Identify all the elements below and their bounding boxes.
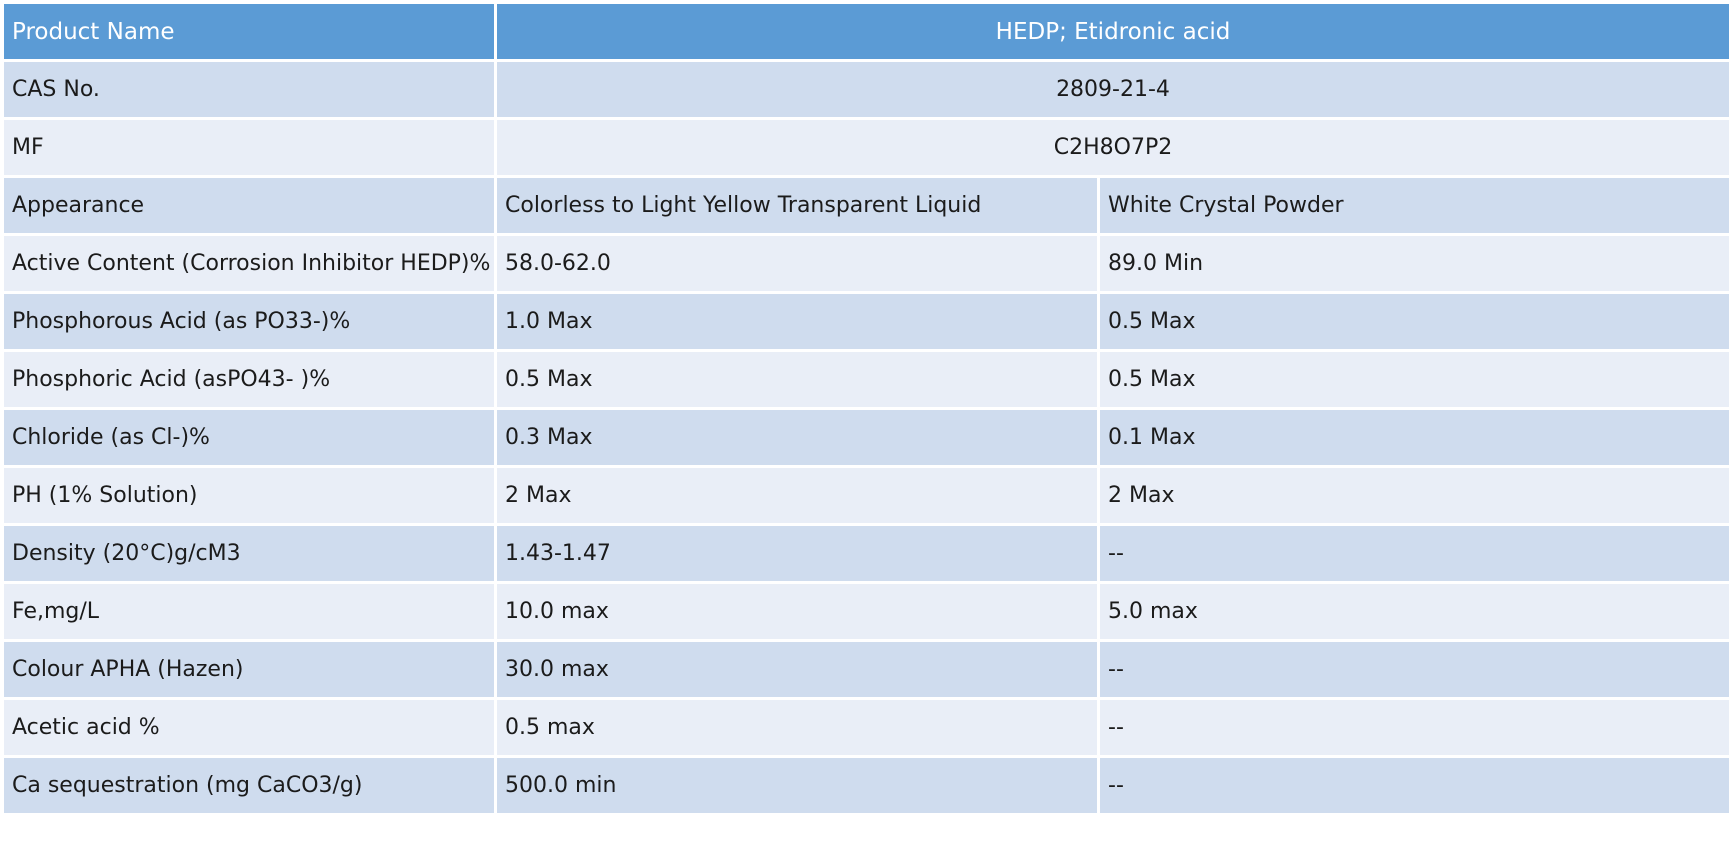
liquid-value: Colorless to Light Yellow Transparent Li… — [494, 175, 1100, 236]
table-row: Density (20°C)g/cM3 1.43-1.47 -- — [1, 523, 1731, 584]
row-label: MF — [1, 117, 497, 178]
powder-value: 0.5 Max — [1097, 291, 1731, 352]
table-row: MF C2H8O7P2 — [1, 117, 1731, 178]
row-label: CAS No. — [1, 59, 497, 120]
row-label: Colour APHA (Hazen) — [1, 639, 497, 700]
table-row: Appearance Colorless to Light Yellow Tra… — [1, 175, 1731, 236]
liquid-value: 500.0 min — [494, 755, 1100, 816]
header-label: Product Name — [1, 1, 497, 62]
liquid-value: 1.0 Max — [494, 291, 1100, 352]
liquid-value: 0.3 Max — [494, 407, 1100, 468]
powder-value: White Crystal Powder — [1097, 175, 1731, 236]
row-label: Acetic acid % — [1, 697, 497, 758]
header-product-name: HEDP; Etidronic acid — [494, 1, 1731, 62]
row-value: 2809-21-4 — [494, 59, 1731, 120]
spec-table: Product Name HEDP; Etidronic acid CAS No… — [1, 1, 1731, 816]
table-row: Phosphoric Acid (asPO43- )% 0.5 Max 0.5 … — [1, 349, 1731, 410]
header-row: Product Name HEDP; Etidronic acid — [1, 1, 1731, 62]
powder-value: -- — [1097, 639, 1731, 700]
table-row: Ca sequestration (mg CaCO3/g) 500.0 min … — [1, 755, 1731, 816]
table-row: Chloride (as Cl-)% 0.3 Max 0.1 Max — [1, 407, 1731, 468]
powder-value: 0.5 Max — [1097, 349, 1731, 410]
row-label: Ca sequestration (mg CaCO3/g) — [1, 755, 497, 816]
powder-value: -- — [1097, 697, 1731, 758]
row-label: Phosphorous Acid (as PO33-)% — [1, 291, 497, 352]
powder-value: -- — [1097, 755, 1731, 816]
liquid-value: 1.43-1.47 — [494, 523, 1100, 584]
row-value: C2H8O7P2 — [494, 117, 1731, 178]
table-row: CAS No. 2809-21-4 — [1, 59, 1731, 120]
table-row: Acetic acid % 0.5 max -- — [1, 697, 1731, 758]
powder-value: 5.0 max — [1097, 581, 1731, 642]
row-label: Chloride (as Cl-)% — [1, 407, 497, 468]
row-label: Active Content (Corrosion Inhibitor HEDP… — [1, 233, 497, 294]
liquid-value: 10.0 max — [494, 581, 1100, 642]
liquid-value: 30.0 max — [494, 639, 1100, 700]
table-row: Fe,mg/L 10.0 max 5.0 max — [1, 581, 1731, 642]
liquid-value: 2 Max — [494, 465, 1100, 526]
powder-value: -- — [1097, 523, 1731, 584]
liquid-value: 0.5 max — [494, 697, 1100, 758]
table-row: PH (1% Solution) 2 Max 2 Max — [1, 465, 1731, 526]
liquid-value: 58.0-62.0 — [494, 233, 1100, 294]
row-label: Fe,mg/L — [1, 581, 497, 642]
table-row: Colour APHA (Hazen) 30.0 max -- — [1, 639, 1731, 700]
row-label: Appearance — [1, 175, 497, 236]
table-row: Phosphorous Acid (as PO33-)% 1.0 Max 0.5… — [1, 291, 1731, 352]
powder-value: 0.1 Max — [1097, 407, 1731, 468]
powder-value: 2 Max — [1097, 465, 1731, 526]
liquid-value: 0.5 Max — [494, 349, 1100, 410]
powder-value: 89.0 Min — [1097, 233, 1731, 294]
row-label: PH (1% Solution) — [1, 465, 497, 526]
row-label: Phosphoric Acid (asPO43- )% — [1, 349, 497, 410]
table-row: Active Content (Corrosion Inhibitor HEDP… — [1, 233, 1731, 294]
row-label: Density (20°C)g/cM3 — [1, 523, 497, 584]
